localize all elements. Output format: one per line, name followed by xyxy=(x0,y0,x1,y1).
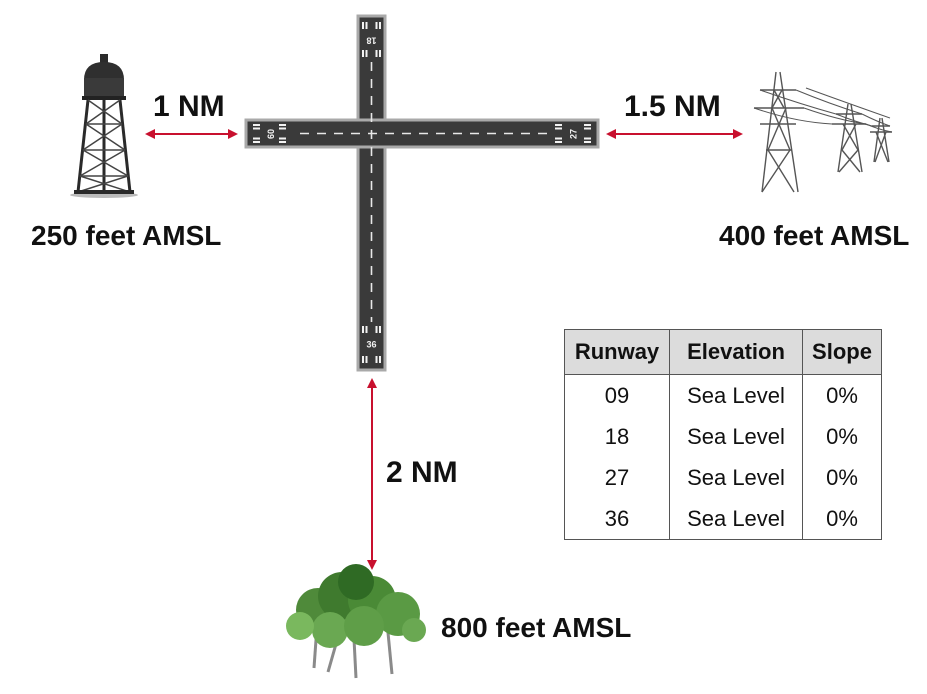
cell-runway: 09 xyxy=(564,374,670,416)
runway-number-09: 09 xyxy=(266,129,276,139)
distance-label-water-tower: 1 NM xyxy=(153,90,225,123)
runway-18-36 xyxy=(356,14,387,372)
table-row: 36 Sea Level 0% xyxy=(564,498,882,540)
cell-slope: 0% xyxy=(802,416,882,457)
threshold-09 xyxy=(253,124,286,143)
threshold-27 xyxy=(555,124,591,143)
elevation-label-power-lines: 400 feet AMSL xyxy=(719,220,910,251)
distance-label-trees: 2 NM xyxy=(386,456,458,489)
power-lines-icon xyxy=(753,71,893,193)
cell-elevation: Sea Level xyxy=(669,416,803,457)
table-row: 09 Sea Level 0% xyxy=(564,374,882,416)
cell-elevation: Sea Level xyxy=(669,498,803,540)
runway-table: Runway Elevation Slope 09 Sea Level 0% 1… xyxy=(564,329,882,540)
runway-crossing: 09 27 18 36 xyxy=(244,14,600,372)
header-runway: Runway xyxy=(564,329,670,375)
runway-number-27: 27 xyxy=(568,129,578,139)
threshold-36 xyxy=(362,326,381,363)
table-header-row: Runway Elevation Slope xyxy=(564,329,882,375)
runway-number-18: 18 xyxy=(366,36,376,46)
threshold-18 xyxy=(362,22,381,57)
cell-slope: 0% xyxy=(802,457,882,498)
elevation-label-trees: 800 feet AMSL xyxy=(441,612,632,643)
header-elevation: Elevation xyxy=(669,329,803,375)
cell-runway: 36 xyxy=(564,498,670,540)
cell-elevation: Sea Level xyxy=(669,374,803,416)
cell-runway: 27 xyxy=(564,457,670,498)
trees-icon xyxy=(286,564,426,679)
water-tower-icon xyxy=(70,54,138,198)
runway-number-36: 36 xyxy=(366,339,376,349)
table-row: 27 Sea Level 0% xyxy=(564,457,882,498)
cell-slope: 0% xyxy=(802,498,882,540)
cell-slope: 0% xyxy=(802,374,882,416)
table-row: 18 Sea Level 0% xyxy=(564,416,882,457)
cell-elevation: Sea Level xyxy=(669,457,803,498)
cell-runway: 18 xyxy=(564,416,670,457)
header-slope: Slope xyxy=(802,329,882,375)
elevation-label-water-tower: 250 feet AMSL xyxy=(31,220,222,251)
distance-label-power-lines: 1.5 NM xyxy=(624,90,721,123)
